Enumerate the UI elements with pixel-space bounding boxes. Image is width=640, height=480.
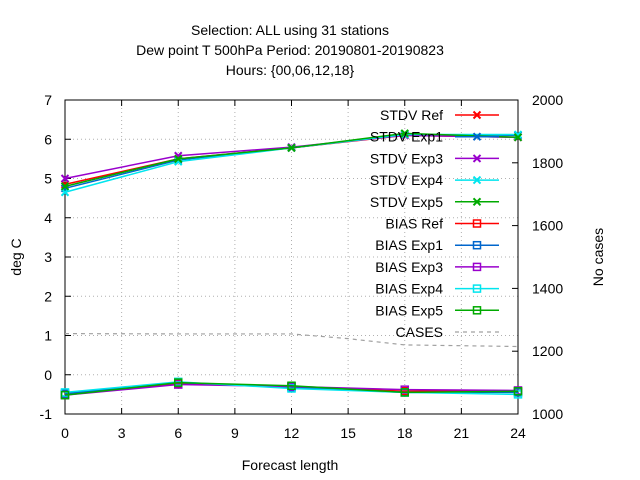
y-tick-label: 1 xyxy=(44,328,52,344)
y2-tick-label: 2000 xyxy=(532,92,563,108)
data-point xyxy=(513,133,523,142)
legend-item: BIAS Exp5 xyxy=(375,302,499,318)
legend-swatch-marker xyxy=(472,262,482,272)
legend-swatch-marker xyxy=(472,197,482,207)
grid xyxy=(65,100,518,414)
y2-tick-label: 1600 xyxy=(532,218,563,234)
legend-label: STDV Exp3 xyxy=(370,150,443,166)
data-point xyxy=(60,174,70,183)
legend-item: STDV Exp4 xyxy=(370,172,499,188)
legend-swatch-marker xyxy=(472,306,482,315)
legend-item: BIAS Exp3 xyxy=(375,259,499,275)
legend-item: BIAS Exp4 xyxy=(375,281,499,297)
x-tick-label: 12 xyxy=(284,425,300,441)
legend: STDV Ref STDV Exp1 STDV Exp3 STDV Exp4 STDV … xyxy=(370,107,499,340)
series-line xyxy=(64,132,519,188)
legend-label: BIAS Exp1 xyxy=(375,237,443,253)
y-tick-label: 3 xyxy=(44,249,52,265)
series-line xyxy=(64,381,519,396)
series-line xyxy=(64,134,519,186)
legend-swatch-marker xyxy=(472,132,482,141)
legend-label: BIAS Exp3 xyxy=(375,259,443,275)
legend-swatch-marker xyxy=(472,175,482,185)
y-tick-label: 2 xyxy=(44,288,52,304)
x-tick-label: 0 xyxy=(61,425,69,441)
data-point xyxy=(174,378,183,387)
legend-item: STDV Exp1 xyxy=(370,129,499,145)
data-point xyxy=(60,390,70,400)
x-tick-label: 24 xyxy=(510,425,526,441)
data-point xyxy=(513,386,523,396)
legend-label: BIAS Exp5 xyxy=(375,302,443,318)
y-tick-label: 4 xyxy=(44,210,52,226)
x-axis-label: Forecast length xyxy=(242,457,339,473)
legend-swatch-marker xyxy=(472,154,482,163)
series xyxy=(60,129,523,400)
x-tick-label: 21 xyxy=(454,425,470,441)
data-point xyxy=(60,182,70,191)
y2-tick-label: 1200 xyxy=(532,343,563,359)
legend-label: BIAS Ref xyxy=(385,216,443,232)
series-stdv-exp5 xyxy=(60,129,523,191)
data-point xyxy=(400,388,409,397)
y-tick-label: 0 xyxy=(44,367,52,383)
data-point xyxy=(287,381,296,390)
y2-tick-label: 1800 xyxy=(532,155,563,171)
y-tick-label: 6 xyxy=(44,131,52,147)
chart-title: Selection: ALL using 31 stations Dew poin… xyxy=(136,22,444,78)
legend-label: STDV Ref xyxy=(380,107,443,123)
data-point xyxy=(400,129,409,138)
y-tick-label: 7 xyxy=(44,92,52,108)
y-tick-label: -1 xyxy=(40,406,53,422)
chart-title-line: Hours: {00,06,12,18} xyxy=(226,62,355,78)
y-axis-label: deg C xyxy=(8,238,24,275)
legend-label: STDV Exp1 xyxy=(370,129,443,145)
legend-label: STDV Exp4 xyxy=(370,172,443,188)
y2-tick-label: 1000 xyxy=(532,406,563,422)
series-line xyxy=(64,383,519,396)
legend-label: BIAS Exp4 xyxy=(375,281,443,297)
legend-item: STDV Ref xyxy=(380,107,499,123)
chart-title-line: Selection: ALL using 31 stations xyxy=(191,22,389,38)
x-tick-label: 6 xyxy=(174,425,182,441)
legend-swatch-marker xyxy=(472,110,482,120)
y-tick-label: 5 xyxy=(44,171,52,187)
legend-item: CASES xyxy=(396,324,499,340)
series-bias-exp5 xyxy=(60,378,523,400)
legend-item: BIAS Exp1 xyxy=(375,237,499,253)
chart-title-line: Dew point T 500hPa Period: 20190801-2019… xyxy=(136,42,444,58)
x-tick-label: 15 xyxy=(340,425,356,441)
x-tick-label: 18 xyxy=(397,425,413,441)
legend-item: STDV Exp3 xyxy=(370,150,499,166)
legend-item: STDV Exp5 xyxy=(370,194,499,210)
y2-axis-label: No cases xyxy=(590,228,606,286)
legend-swatch-marker xyxy=(472,284,482,293)
data-point xyxy=(174,154,183,164)
legend-label: CASES xyxy=(396,324,443,340)
series-line xyxy=(64,381,519,396)
legend-swatch-marker xyxy=(472,240,482,250)
legend-label: STDV Exp5 xyxy=(370,194,443,210)
legend-item: BIAS Ref xyxy=(385,216,499,232)
x-tick-label: 9 xyxy=(231,425,239,441)
x-tick-label: 3 xyxy=(118,425,126,441)
y2-tick-label: 1400 xyxy=(532,280,563,296)
data-point xyxy=(287,143,296,153)
legend-swatch-marker xyxy=(472,219,482,228)
axis-ticks: 0 3 6 9 12 15 18 21 24-1012345671000120014001600… xyxy=(40,92,564,441)
series-line xyxy=(64,133,518,193)
